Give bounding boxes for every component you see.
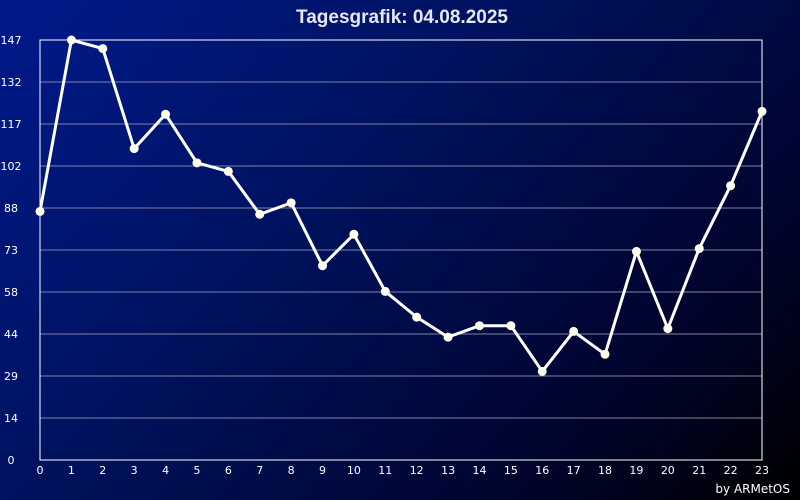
data-point: [412, 312, 422, 322]
plot-area-border: [39, 39, 763, 461]
data-point: [506, 321, 516, 331]
data-point: [474, 321, 484, 331]
data-point: [318, 261, 328, 271]
x-tick-label: 8: [288, 464, 295, 477]
x-tick-label: 11: [378, 464, 392, 477]
x-tick-label: 20: [661, 464, 675, 477]
x-axis-ticks: 0 1 2 3 4 5 6 7 8 9 10 11 12 13 14 15 16 17 18 19 20 21 22 23: [37, 464, 770, 477]
data-point: [192, 158, 202, 168]
x-tick-label: 2: [99, 464, 106, 477]
data-point: [223, 166, 233, 176]
data-point: [694, 244, 704, 254]
x-tick-label: 12: [410, 464, 424, 477]
data-point: [537, 366, 547, 376]
x-tick-label: 15: [504, 464, 518, 477]
credit-text: by ARMetOS: [715, 482, 790, 496]
series-layer: [35, 35, 767, 376]
data-point: [380, 286, 390, 296]
x-tick-label: 0: [37, 464, 44, 477]
y-axis-ticks: 0 14 29 44 58 73 88 102 117 132 147: [1, 34, 22, 467]
data-point: [66, 35, 76, 45]
y-tick-label: 44: [4, 328, 18, 341]
y-tick-label: 88: [4, 202, 18, 215]
data-point: [98, 44, 108, 54]
y-tick-label: 117: [1, 118, 22, 131]
chart-title: Tagesgrafik: 04.08.2025: [296, 7, 508, 28]
data-point: [663, 324, 673, 334]
y-tick-label: 58: [4, 286, 18, 299]
data-point: [757, 106, 767, 116]
y-tick-label: 132: [1, 76, 22, 89]
x-tick-label: 5: [193, 464, 200, 477]
x-tick-label: 3: [131, 464, 138, 477]
grid-layer: [40, 81, 762, 419]
x-tick-label: 23: [755, 464, 769, 477]
x-tick-label: 1: [68, 464, 75, 477]
y-tick-label: 147: [1, 34, 22, 47]
x-tick-label: 18: [598, 464, 612, 477]
data-point: [631, 246, 641, 256]
y-tick-label: 0: [8, 454, 15, 467]
x-tick-label: 9: [319, 464, 326, 477]
x-tick-label: 14: [472, 464, 486, 477]
data-point: [161, 109, 171, 119]
x-tick-label: 21: [692, 464, 706, 477]
x-tick-label: 6: [225, 464, 232, 477]
data-point: [569, 326, 579, 336]
y-tick-label: 73: [4, 244, 18, 257]
y-tick-label: 102: [1, 160, 22, 173]
x-tick-label: 16: [535, 464, 549, 477]
data-point: [443, 332, 453, 342]
data-point: [35, 206, 45, 216]
data-point: [726, 181, 736, 191]
data-point: [600, 349, 610, 359]
y-tick-label: 29: [4, 370, 18, 383]
data-point: [129, 144, 139, 154]
y-tick-label: 14: [4, 412, 18, 425]
data-point: [349, 229, 359, 239]
x-tick-label: 19: [629, 464, 643, 477]
x-tick-label: 17: [567, 464, 581, 477]
data-point: [286, 198, 296, 208]
data-point: [255, 209, 265, 219]
series-line: [38, 38, 764, 373]
x-tick-label: 4: [162, 464, 169, 477]
x-tick-label: 10: [347, 464, 361, 477]
x-tick-label: 22: [724, 464, 738, 477]
x-tick-label: 13: [441, 464, 455, 477]
x-tick-label: 7: [256, 464, 263, 477]
